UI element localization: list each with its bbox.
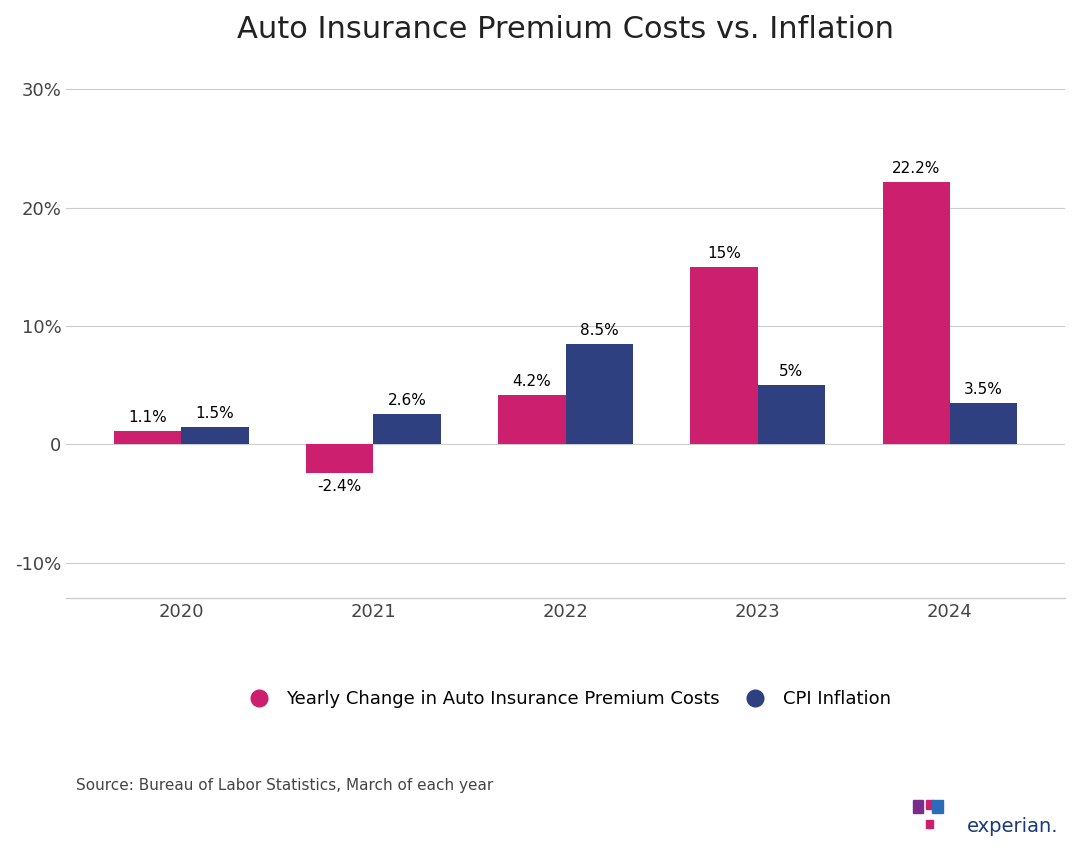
Text: experian.: experian. [967,817,1058,836]
Title: Auto Insurance Premium Costs vs. Inflation: Auto Insurance Premium Costs vs. Inflati… [237,15,894,44]
Bar [758,385,825,444]
Bar [882,182,949,444]
Bar [374,413,441,444]
Bar [566,343,633,444]
Bar [949,403,1017,444]
Text: 8.5%: 8.5% [580,323,619,338]
Text: 3.5%: 3.5% [964,382,1003,397]
Text: 4.2%: 4.2% [513,374,551,389]
Legend: Yearly Change in Auto Insurance Premium Costs, CPI Inflation: Yearly Change in Auto Insurance Premium … [233,683,897,715]
Text: -2.4%: -2.4% [318,479,362,494]
Bar [307,444,374,473]
Text: 22.2%: 22.2% [892,161,941,176]
Text: 2.6%: 2.6% [388,393,427,407]
Text: 1.5%: 1.5% [195,406,234,421]
Text: 5%: 5% [779,364,804,380]
Bar [181,426,248,444]
Text: Source: Bureau of Labor Statistics, March of each year: Source: Bureau of Labor Statistics, Marc… [76,778,492,792]
Bar [114,432,181,444]
Text: 1.1%: 1.1% [129,411,167,425]
Bar [690,267,758,444]
Text: 15%: 15% [707,246,741,261]
Bar [498,394,566,444]
